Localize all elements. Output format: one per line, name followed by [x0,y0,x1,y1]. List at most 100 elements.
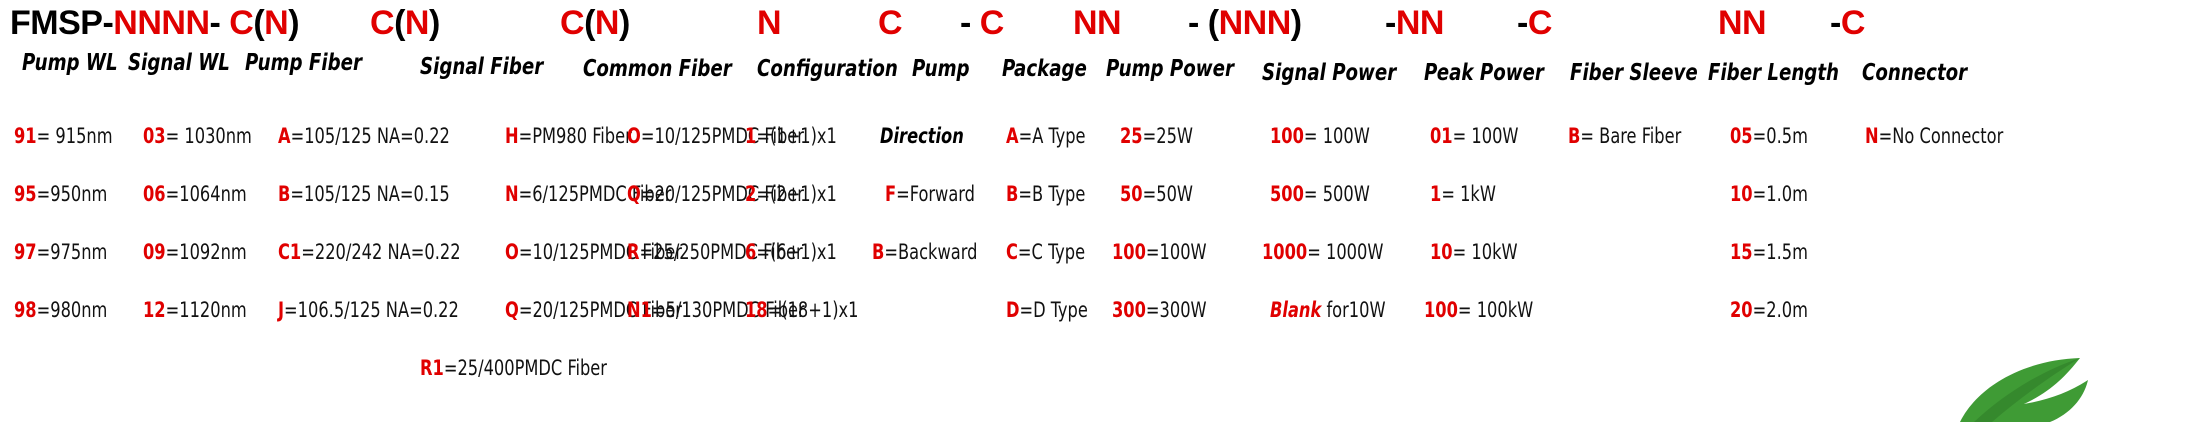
option-code: F [885,182,897,206]
option-desc: 25W [1156,124,1193,148]
mask-pump-fiber-c: C [229,4,254,42]
option-code: O [505,240,519,264]
option-desc: 6/125PMDC Fiber [532,182,672,206]
option-desc: No Connector [1892,124,2004,148]
option-desc: 100kW [1476,298,1534,322]
option-code: 100 [1270,124,1304,148]
option-code: 1 [745,124,757,148]
option-signal-fiber-1: N=6/125PMDC Fiber [505,182,672,206]
option-code: 50 [1120,182,1143,206]
option-peak-power-0: 01= 100W [1430,124,1519,148]
part-number-mask: FMSP-NNNN- C(N) [10,4,300,42]
option-code: N1 [627,298,652,322]
option-signal-fiber-4: R1=25/400PMDC Fiber [420,356,607,380]
option-pump-power-3: 300=300W [1112,298,1207,322]
option-code: B [1568,124,1581,148]
option-configuration-0: 1=(1+1)x1 [745,124,837,148]
option-desc: Backward [898,240,978,264]
option-code: 95 [14,182,37,206]
option-desc: 1030nm [184,124,252,148]
option-code: 100 [1424,298,1458,322]
option-desc: (2+1)x1 [769,182,837,206]
option-desc: 1.0m [1766,182,1808,206]
mask-common-fiber: C(N) [560,4,630,42]
column-title-pump-power: Pump Power [1106,56,1234,82]
option-peak-power-3: 100= 100kW [1424,298,1534,322]
option-code: 300 [1112,298,1146,322]
option-code: 91 [14,124,37,148]
option-signal-wl-1: 06=1064nm [143,182,247,206]
leaf-shape [1960,358,2088,422]
option-pump-power-2: 100=100W [1112,240,1207,264]
option-pump-power-0: 25=25W [1120,124,1193,148]
option-pump-fiber-1: B=105/125 NA=0.15 [278,182,450,206]
option-pump-power-1: 50=50W [1120,182,1193,206]
mask-package: - C [960,4,1004,42]
option-signal-fiber-3: Q=20/125PMDC Fiber [505,298,682,322]
option-desc: 1kW [1460,182,1496,206]
mask-prefix: FMSP [10,4,103,42]
option-desc: Forward [909,182,975,206]
option-desc: for10W [1326,298,1386,322]
option-desc: 105/125 NA=0.15 [304,182,450,206]
mask-fiber-sleeve: -C [1517,4,1552,42]
option-desc: D Type [1033,298,1088,322]
option-code: 1 [1430,182,1442,206]
option-peak-power-2: 10= 10kW [1430,240,1518,264]
option-signal-fiber-0: H=PM980 Fiber [505,124,632,148]
option-desc: 100W [1322,124,1370,148]
column-title-connector: Connector [1862,60,1968,86]
option-package-1: B=B Type [1006,182,1086,206]
option-signal-fiber-2: O=10/125PMDC Fiber [505,240,682,264]
option-desc: 1120nm [179,298,247,322]
option-pump-wl-3: 98=980nm [14,298,108,322]
option-code: 25 [1120,124,1143,148]
option-desc: 500W [1322,182,1370,206]
option-code: 18 [745,298,768,322]
option-desc: 25/250PMDC Fiber [653,240,803,264]
mask-peak-power: -NN [1385,4,1444,42]
option-desc: 20/125PMDC Fiber [532,298,682,322]
option-pump-heading: Direction [880,124,964,148]
option-common-fiber-0: O=10/125PMDC Fiber [627,124,804,148]
option-code: 6 [745,240,757,264]
option-desc: 106.5/125 NA=0.22 [297,298,459,322]
option-desc: (18+1)x1 [781,298,859,322]
option-code: O [627,124,641,148]
option-package-0: A=A Type [1006,124,1086,148]
option-code: 05 [1730,124,1753,148]
mask-signal-fiber: C(N) [370,4,440,42]
option-pump-1: F=Forward [885,182,975,206]
option-desc: 105/125 NA=0.22 [304,124,450,148]
option-desc: 975nm [50,240,108,264]
option-code: 06 [143,182,166,206]
option-desc: 100W [1159,240,1207,264]
option-pump-fiber-2: C1=220/242 NA=0.22 [278,240,461,264]
option-code: N [1865,124,1879,148]
option-pump-fiber-0: A=105/125 NA=0.22 [278,124,450,148]
option-signal-power-1: 500= 500W [1270,182,1370,206]
option-desc: 300W [1159,298,1207,322]
option-package-2: C=C Type [1006,240,1086,264]
option-common-fiber-3: N1=5/130PMDC Fiber [627,298,805,322]
option-configuration-1: 2=(2+1)x1 [745,182,837,206]
column-title-fiber-length: Fiber Length [1708,60,1840,86]
option-code: B [872,240,885,264]
option-desc: 5/130PMDC Fiber [665,298,805,322]
option-code: Q [505,298,519,322]
column-title-pump-wl: Pump WL [22,50,118,76]
option-desc: 10/125PMDC Fiber [654,124,804,148]
green-leaf-logo [1960,358,2088,422]
option-code: 2 [745,182,757,206]
option-code: 12 [143,298,166,322]
option-desc: A Type [1032,124,1086,148]
column-title-signal-wl: Signal WL [128,50,230,76]
option-pump-wl-2: 97=975nm [14,240,108,264]
column-title-signal-power: Signal Power [1262,60,1397,86]
option-code: H [505,124,519,148]
mask-pump: C [878,4,903,42]
option-code: 98 [14,298,37,322]
column-title-fiber-sleeve: Fiber Sleeve [1570,60,1698,86]
option-code: 500 [1270,182,1304,206]
